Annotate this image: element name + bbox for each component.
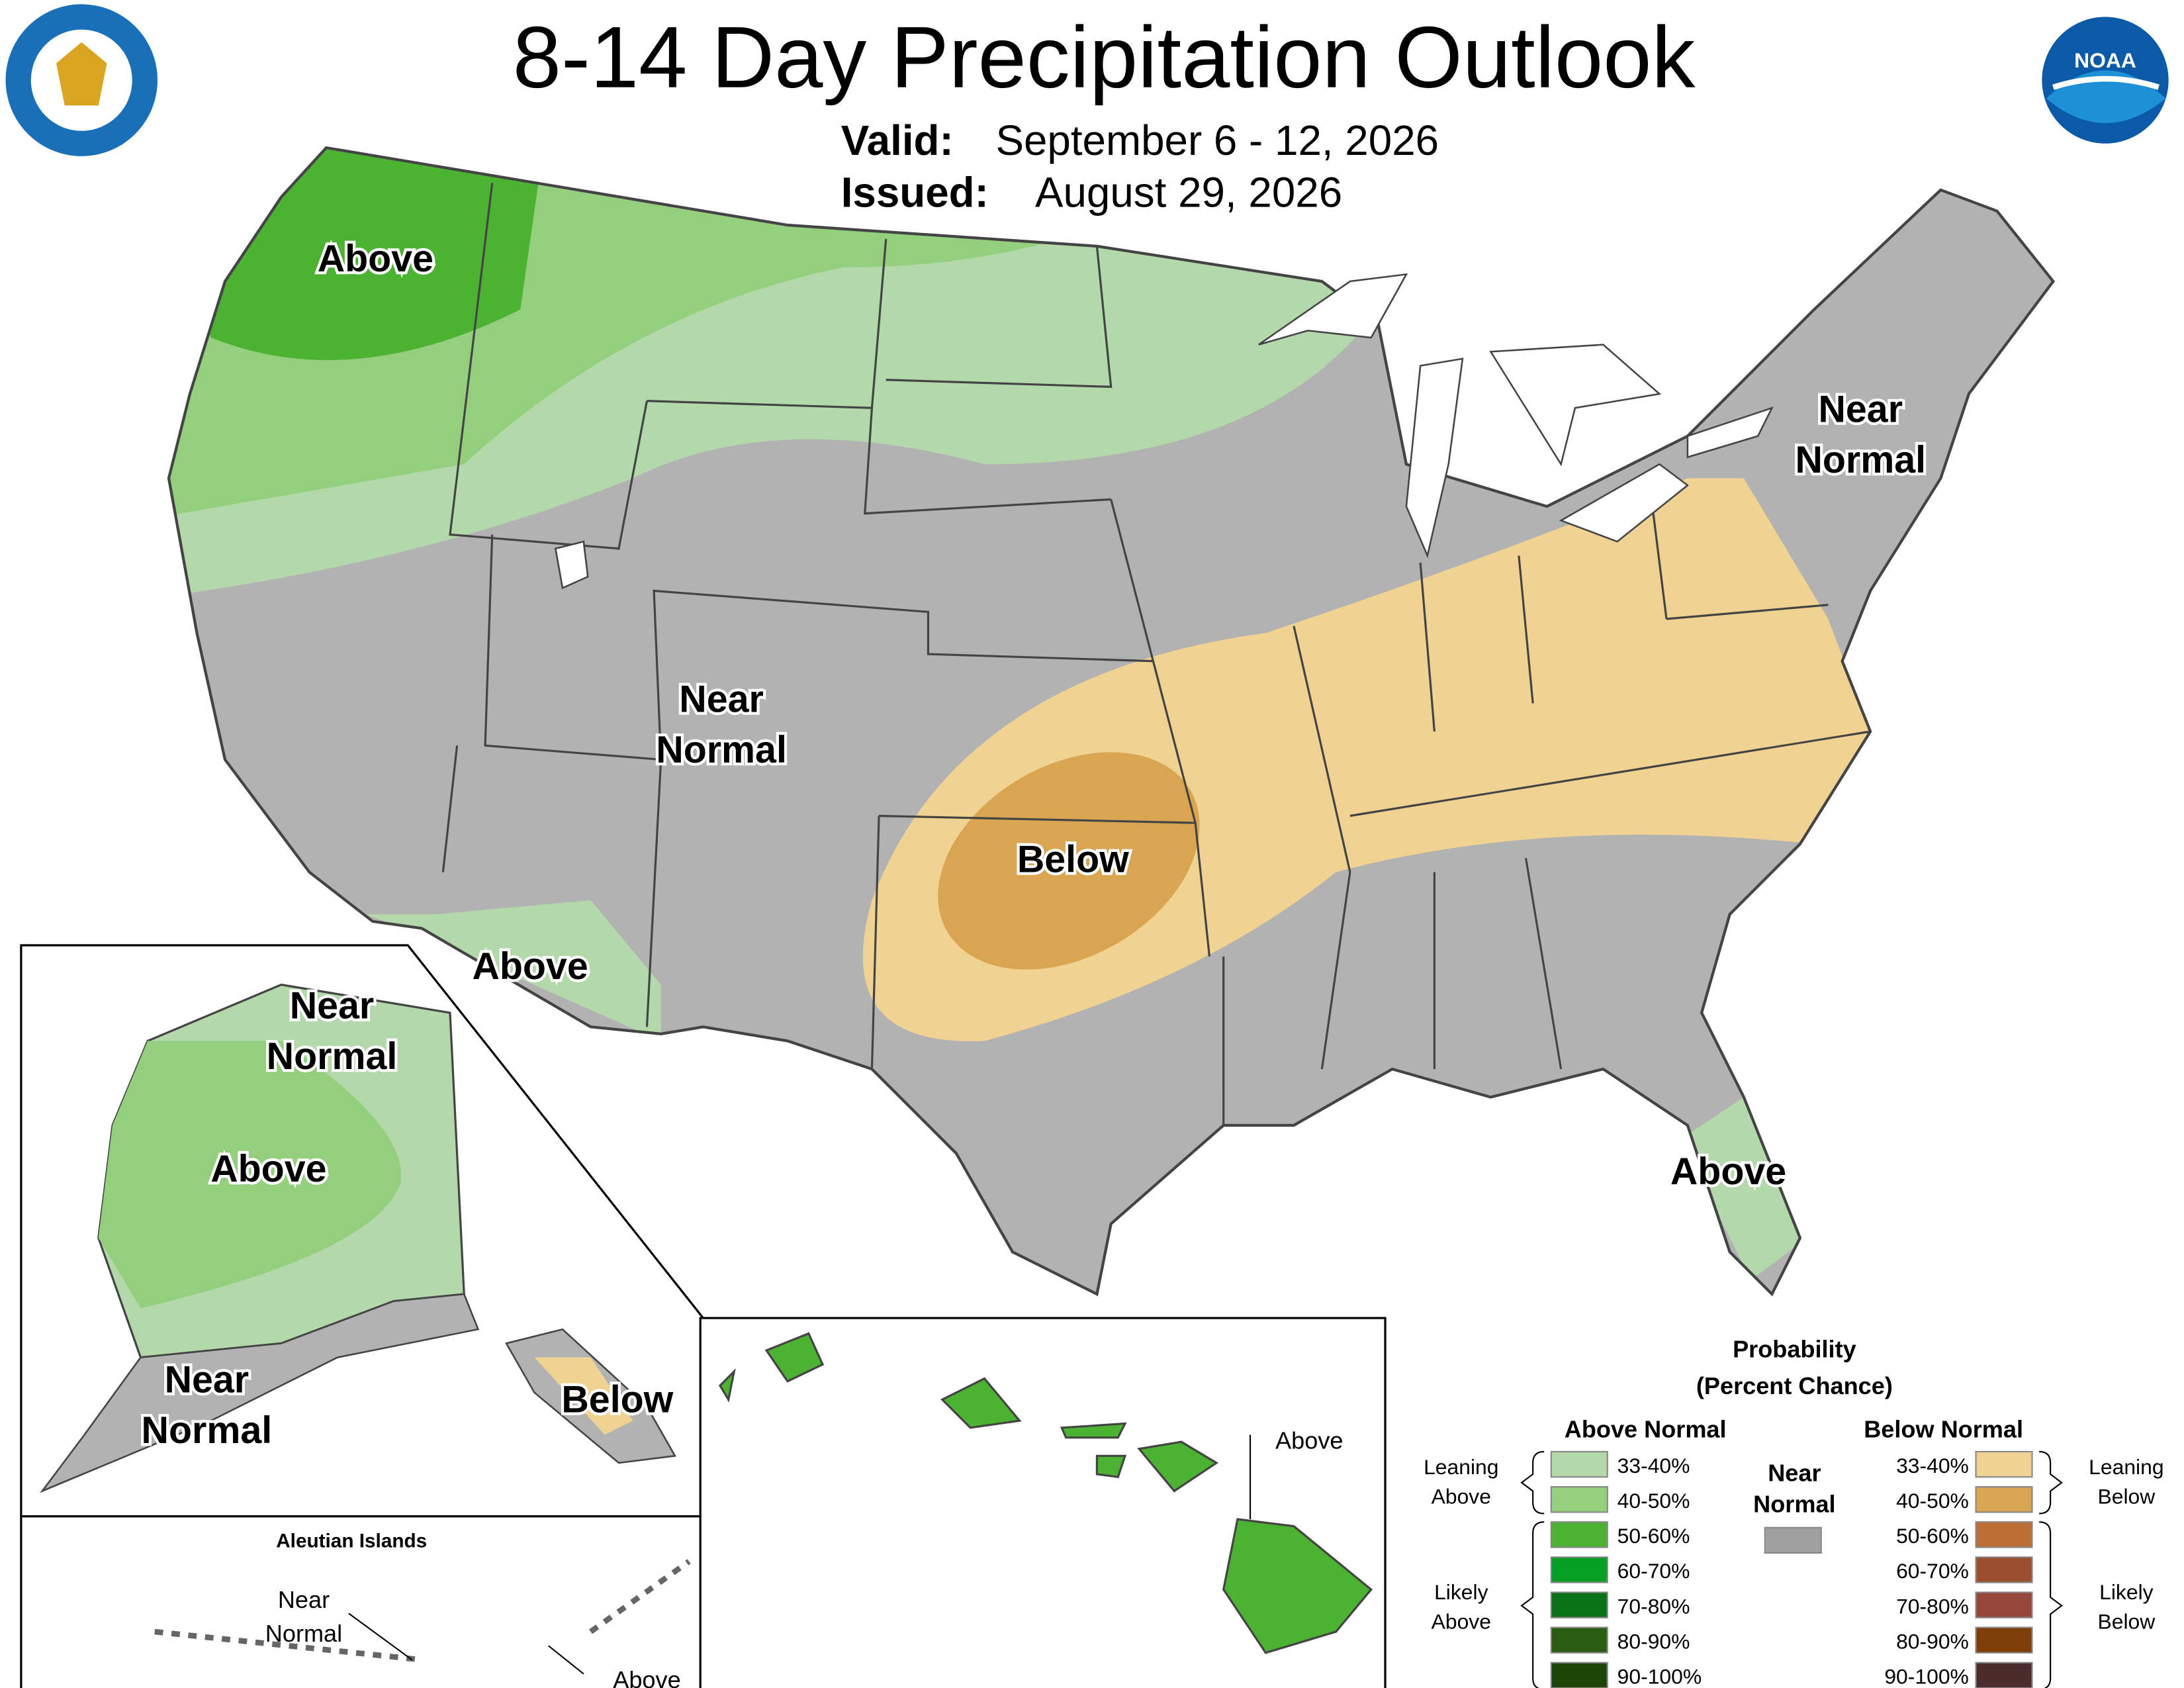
- legend-range: 40-50%: [1896, 1489, 1969, 1513]
- legend-range: 70-80%: [1617, 1594, 1690, 1618]
- valid-dates: September 6 - 12, 2026: [995, 117, 1439, 164]
- legend-bracket: [2039, 1450, 2063, 1515]
- alaska-above-zone: [98, 1041, 402, 1309]
- region-label: Above: [1275, 1427, 1343, 1454]
- legend-range: 50-60%: [1896, 1524, 1969, 1548]
- legend-bracket-label: Below: [2097, 1610, 2156, 1634]
- region-label: Above: [1670, 1150, 1786, 1193]
- legend-range: 33-40%: [1896, 1454, 1969, 1477]
- legend-swatch: [1550, 1626, 1608, 1654]
- panhandle-below-zone: [534, 1357, 633, 1435]
- region-label: Normal: [656, 729, 787, 771]
- region-label: Near: [278, 1586, 330, 1613]
- labels: Above Near Normal Near Normal Below Above Above…: [138, 235, 1929, 1688]
- legend-bracket: [1520, 1521, 1545, 1688]
- region-label: Above: [318, 238, 433, 280]
- noaa-logo-text: NOAA: [2074, 48, 2136, 72]
- region-label: Near: [679, 678, 764, 720]
- legend-swatch: [1550, 1450, 1608, 1478]
- region-label: Below: [561, 1378, 673, 1421]
- legend-swatch: [1550, 1556, 1608, 1583]
- conus-zones: [168, 148, 2054, 1294]
- aleutian-leaders: [348, 1613, 584, 1675]
- legend-swatch: [1550, 1486, 1608, 1513]
- region-label: Below: [1017, 838, 1129, 880]
- title: 8-14 Day Precipitation Outlook: [513, 9, 1696, 106]
- region-label: Above: [472, 945, 588, 988]
- valid-label: Valid:: [841, 117, 954, 164]
- legend-swatch: [1975, 1626, 2033, 1654]
- legend-swatch: [1764, 1526, 1822, 1554]
- legend-range: 33-40%: [1617, 1454, 1690, 1477]
- region-label: Near: [165, 1359, 250, 1401]
- legend-range: 60-70%: [1617, 1559, 1690, 1583]
- region-label: Near: [290, 984, 375, 1027]
- legend-swatch: [1550, 1662, 1608, 1688]
- aleutian-inset-frame: [20, 1515, 705, 1688]
- legend-range: 70-80%: [1896, 1594, 1969, 1618]
- legend-bracket-label: Below: [2097, 1485, 2156, 1509]
- legend-heading: Below Normal: [1864, 1416, 2023, 1443]
- noaa-logo: NOAA: [2042, 17, 2169, 144]
- region-label: Above: [210, 1148, 326, 1190]
- legend-range: 90-100%: [1884, 1665, 1969, 1688]
- region-label: Near: [1818, 389, 1903, 431]
- legend-range: 80-90%: [1617, 1629, 1690, 1653]
- hawaii-islands: [718, 1332, 1373, 1654]
- legend-swatch: [1550, 1591, 1608, 1618]
- legend-swatch: [1975, 1521, 2033, 1548]
- legend-swatch: [1975, 1450, 2033, 1478]
- aleutian-title: Aleutian Islands: [276, 1530, 427, 1552]
- legend-title: Probability: [1733, 1336, 1856, 1363]
- legend-bracket: [1520, 1450, 1545, 1515]
- issued-label: Issued:: [841, 168, 989, 216]
- region-label: Normal: [142, 1409, 273, 1452]
- legend-bracket-label: Likely: [2099, 1580, 2154, 1604]
- conus-outline: [167, 146, 2056, 1297]
- legend-bracket-label: Above: [1432, 1485, 1491, 1509]
- legend-range: 80-90%: [1896, 1629, 1969, 1653]
- legend-bracket-label: Above: [1432, 1610, 1491, 1634]
- legend-swatch: [1975, 1591, 2033, 1618]
- legend-range: 40-50%: [1617, 1489, 1690, 1513]
- legend-heading: Above Normal: [1565, 1416, 1727, 1443]
- commerce-logo: [5, 4, 158, 156]
- issued-date: August 29, 2026: [1035, 168, 1342, 216]
- region-label: Normal: [1795, 439, 1926, 481]
- legend-range: 50-60%: [1617, 1524, 1690, 1548]
- legend-range: 60-70%: [1896, 1559, 1969, 1583]
- great-lakes: [554, 273, 1774, 590]
- legend-title: (Percent Chance): [1696, 1372, 1893, 1399]
- legend-range: 90-100%: [1617, 1665, 1702, 1688]
- aleutian-islands: [154, 1559, 691, 1663]
- legend-swatch: [1975, 1556, 2033, 1583]
- legend: Probability (Percent Chance) Above Normal B…: [1424, 1336, 2164, 1688]
- legend-heading: Near: [1768, 1460, 1821, 1487]
- legend-bracket: [2039, 1521, 2063, 1688]
- alaska-peninsula: [39, 1293, 480, 1493]
- region-label: Normal: [265, 1620, 342, 1647]
- region-label: Normal: [267, 1035, 398, 1078]
- legend-swatch: [1975, 1486, 2033, 1513]
- legend-heading: Normal: [1753, 1490, 1835, 1517]
- legend-bracket-label: Likely: [1434, 1580, 1488, 1604]
- legend-bracket-label: Leaning: [2089, 1455, 2163, 1479]
- legend-bracket-label: Leaning: [1424, 1455, 1498, 1479]
- legend-swatch: [1550, 1521, 1608, 1548]
- legend-swatch: [1975, 1662, 2033, 1688]
- region-label: Above: [613, 1666, 680, 1688]
